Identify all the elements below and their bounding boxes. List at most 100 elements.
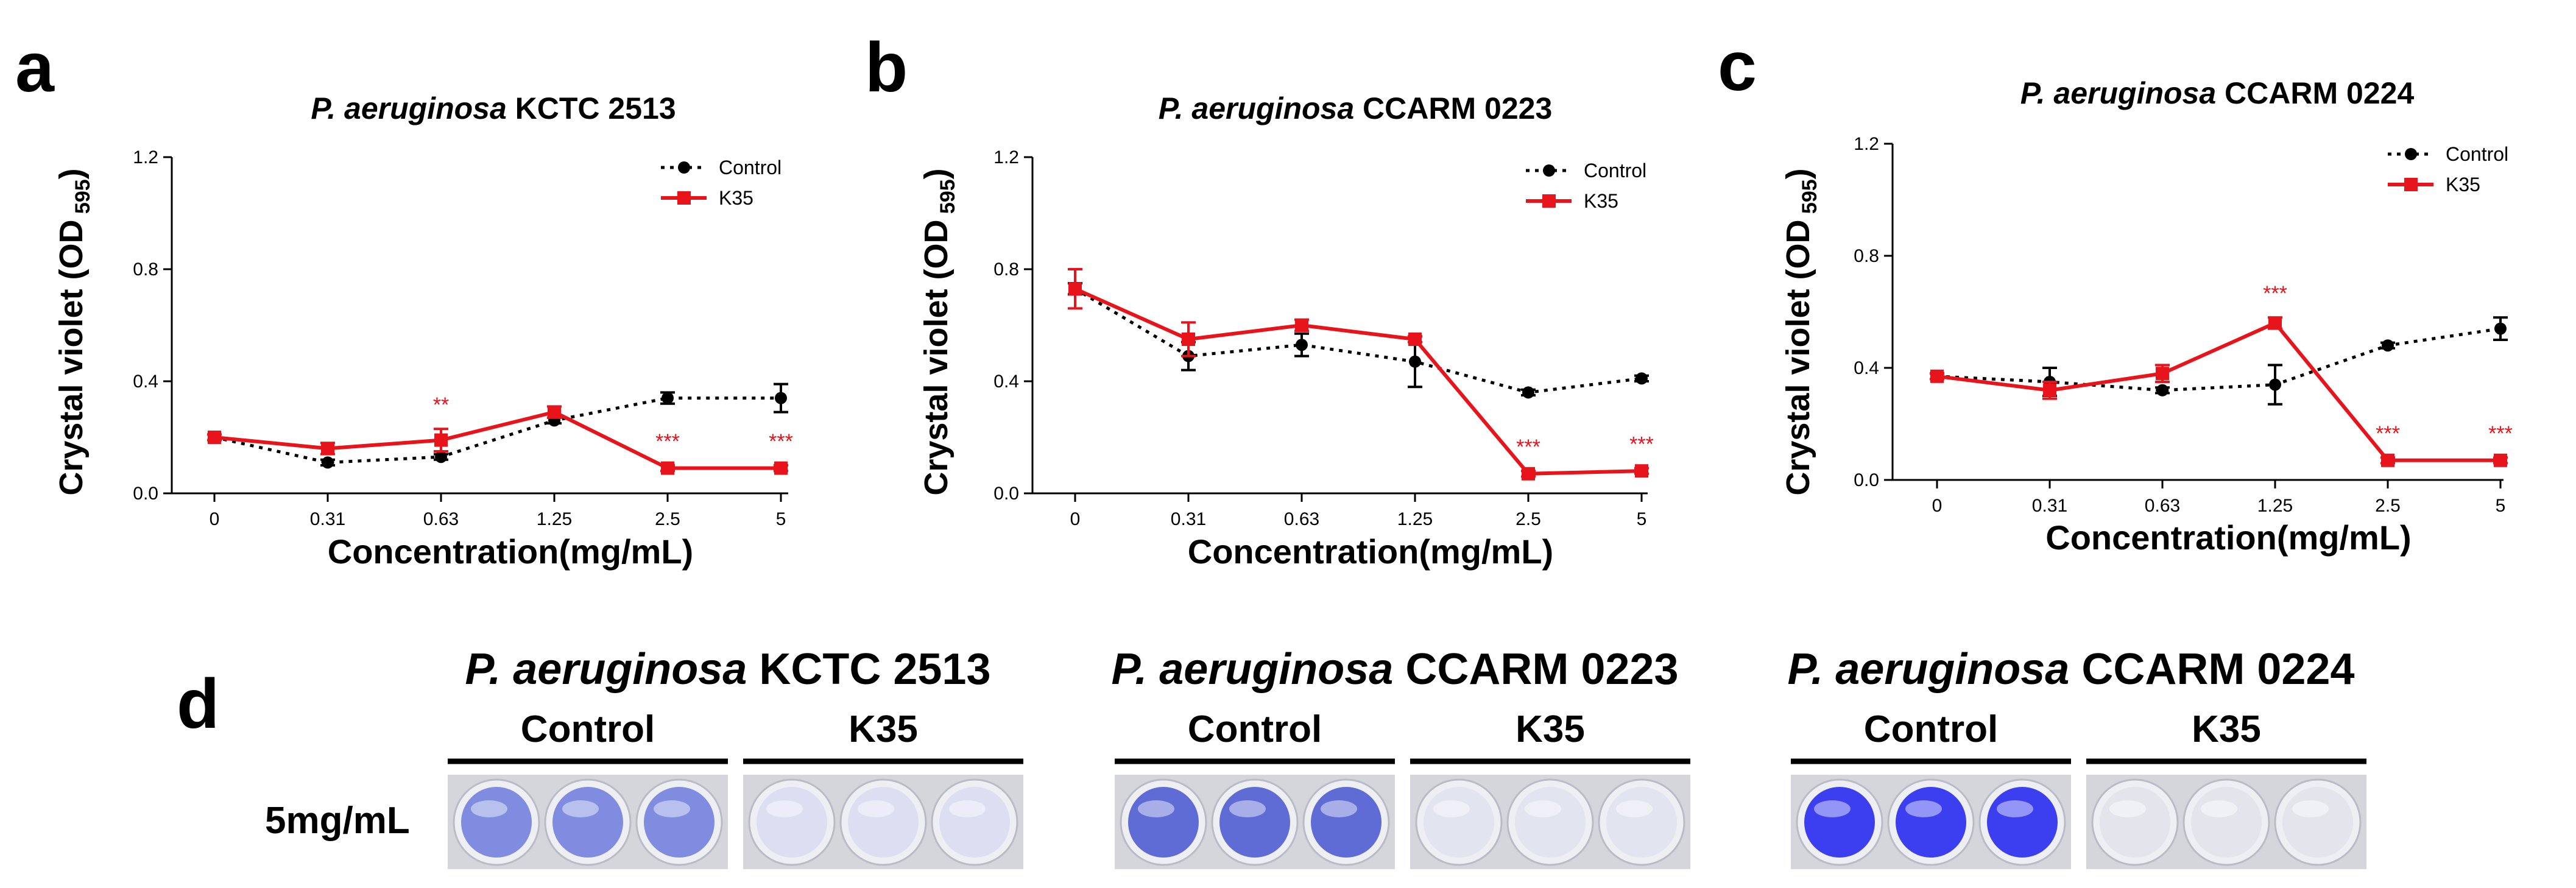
well-control bbox=[1311, 787, 1382, 858]
data-point-control bbox=[322, 456, 334, 469]
data-point-control bbox=[1409, 355, 1421, 368]
x-tick-label: 1.25 bbox=[537, 509, 572, 529]
chart-title: P. aeruginosa CCARM 0223 bbox=[1159, 91, 1553, 125]
y-tick-label: 0.4 bbox=[993, 372, 1019, 392]
data-point-k35 bbox=[1635, 464, 1648, 478]
well-control bbox=[1896, 787, 1966, 858]
well-control bbox=[552, 787, 623, 858]
chart-title-strain: KCTC 2513 bbox=[507, 91, 676, 125]
photo-title-species: P. aeruginosa bbox=[1111, 645, 1393, 694]
data-point-k35 bbox=[321, 442, 334, 456]
x-tick-label: 2.5 bbox=[655, 509, 680, 529]
series-line-k35 bbox=[1936, 320, 2500, 462]
x-tick-label: 0 bbox=[1070, 509, 1081, 529]
well-k35 bbox=[2191, 787, 2262, 858]
chart-panel-a: a P. aeruginosa KCTC 2513 0.0 0.4 0.8 1.2 0 0.3… bbox=[15, 29, 793, 571]
well-k35 bbox=[939, 787, 1010, 858]
well-highlight bbox=[1138, 800, 1174, 817]
x-axis-label: Concentration(mg/mL) bbox=[328, 532, 693, 571]
y-tick-label: 0.4 bbox=[1854, 358, 1879, 378]
data-point-k35 bbox=[1522, 467, 1535, 481]
legend-label: Control bbox=[719, 157, 782, 178]
well-k35 bbox=[1606, 787, 1677, 858]
well-highlight bbox=[654, 800, 690, 817]
photo-group: P. aeruginosa CCARM 0223 Control K35 bbox=[1111, 645, 1690, 869]
chart-title-species: P. aeruginosa bbox=[1159, 91, 1354, 125]
y-axis-label-end: ) bbox=[53, 168, 90, 179]
chart-panel-c: c P. aeruginosa CCARM 0224 0.0 0.4 0.8 1.2 0 0.… bbox=[1718, 27, 2513, 557]
legend-marker bbox=[2405, 148, 2417, 160]
condition-label: Control bbox=[1188, 708, 1322, 750]
y-tick-label: 1.2 bbox=[133, 147, 158, 167]
well-k35 bbox=[757, 787, 827, 858]
well-control bbox=[1219, 787, 1290, 858]
chart-title: P. aeruginosa CCARM 0224 bbox=[2020, 76, 2415, 110]
x-tick-label: 0.63 bbox=[423, 509, 459, 529]
well-highlight bbox=[1433, 800, 1470, 817]
well-k35 bbox=[1515, 787, 1586, 858]
significance-marker: *** bbox=[1629, 433, 1654, 456]
data-point-k35 bbox=[2494, 453, 2507, 467]
data-point-k35 bbox=[1068, 282, 1082, 296]
well-control bbox=[1987, 787, 2058, 858]
well-highlight bbox=[949, 800, 986, 817]
x-tick-label: 0.63 bbox=[2145, 496, 2180, 516]
data-point-k35 bbox=[2043, 383, 2056, 397]
legend-marker bbox=[1542, 194, 1556, 208]
significance-marker: ** bbox=[433, 393, 449, 417]
data-point-control bbox=[1636, 372, 1648, 385]
y-tick-label: 0.4 bbox=[133, 372, 158, 392]
photo-title-species: P. aeruginosa bbox=[1787, 645, 2069, 694]
x-tick-label: 0.31 bbox=[310, 509, 345, 529]
chart-title-strain: CCARM 0224 bbox=[2216, 76, 2414, 110]
chart-title-species: P. aeruginosa bbox=[311, 91, 506, 125]
data-point-k35 bbox=[2268, 316, 2282, 330]
data-point-k35 bbox=[774, 461, 788, 475]
photo-group: P. aeruginosa CCARM 0224 Control K35 bbox=[1787, 645, 2366, 869]
x-tick-label: 1.25 bbox=[2257, 496, 2293, 516]
significance-marker: *** bbox=[2263, 282, 2287, 305]
photo-group: P. aeruginosa KCTC 2513 Control K35 bbox=[448, 645, 1023, 869]
y-axis-label-main: Crystal violet (OD bbox=[53, 220, 90, 496]
legend-marker bbox=[677, 191, 691, 205]
significance-marker: *** bbox=[2376, 422, 2400, 445]
panel-letter: c bbox=[1718, 27, 1757, 105]
panel-letter: a bbox=[15, 29, 55, 107]
data-point-control bbox=[2382, 339, 2394, 352]
chart-title-strain: CCARM 0223 bbox=[1354, 91, 1552, 125]
data-point-control bbox=[1522, 386, 1534, 399]
chart-title-species: P. aeruginosa bbox=[2020, 76, 2216, 110]
data-point-k35 bbox=[1182, 333, 1195, 346]
x-tick-label: 0.31 bbox=[1171, 509, 1206, 529]
well-highlight bbox=[1525, 800, 1561, 817]
data-point-control bbox=[2494, 322, 2507, 335]
well-highlight bbox=[1229, 800, 1266, 817]
panel-letter: d bbox=[177, 665, 219, 743]
photo-panel-d: d 5mg/mL P. aeruginosa KCTC 2513 Control K35… bbox=[177, 645, 2366, 869]
panel-letter: b bbox=[865, 29, 908, 107]
condition-label: K35 bbox=[2192, 708, 2261, 750]
condition-label: K35 bbox=[849, 708, 918, 750]
condition-label: K35 bbox=[1516, 708, 1585, 750]
y-tick-label: 0.0 bbox=[993, 484, 1019, 504]
well-highlight bbox=[562, 800, 599, 817]
legend-marker bbox=[1543, 164, 1555, 177]
y-tick-label: 1.2 bbox=[1854, 134, 1879, 154]
data-point-k35 bbox=[1930, 369, 1944, 383]
x-axis-label: Concentration(mg/mL) bbox=[1188, 532, 1553, 571]
data-point-control bbox=[2156, 384, 2168, 396]
y-axis-label-sub: 595 bbox=[936, 179, 959, 219]
x-tick-label: 0 bbox=[1932, 496, 1943, 516]
well-highlight bbox=[1321, 800, 1357, 817]
photo-group-title: P. aeruginosa CCARM 0224 bbox=[1787, 645, 2354, 694]
legend-marker bbox=[678, 161, 690, 174]
row-label: 5mg/mL bbox=[265, 800, 410, 842]
y-axis-label-sub: 595 bbox=[1798, 179, 1821, 219]
legend-marker bbox=[2404, 178, 2418, 191]
photo-group-title: P. aeruginosa KCTC 2513 bbox=[465, 645, 990, 694]
y-tick-label: 0.8 bbox=[993, 259, 1019, 280]
photo-title-strain: KCTC 2513 bbox=[747, 645, 990, 694]
data-point-k35 bbox=[208, 431, 221, 444]
y-tick-label: 1.2 bbox=[993, 147, 1019, 167]
